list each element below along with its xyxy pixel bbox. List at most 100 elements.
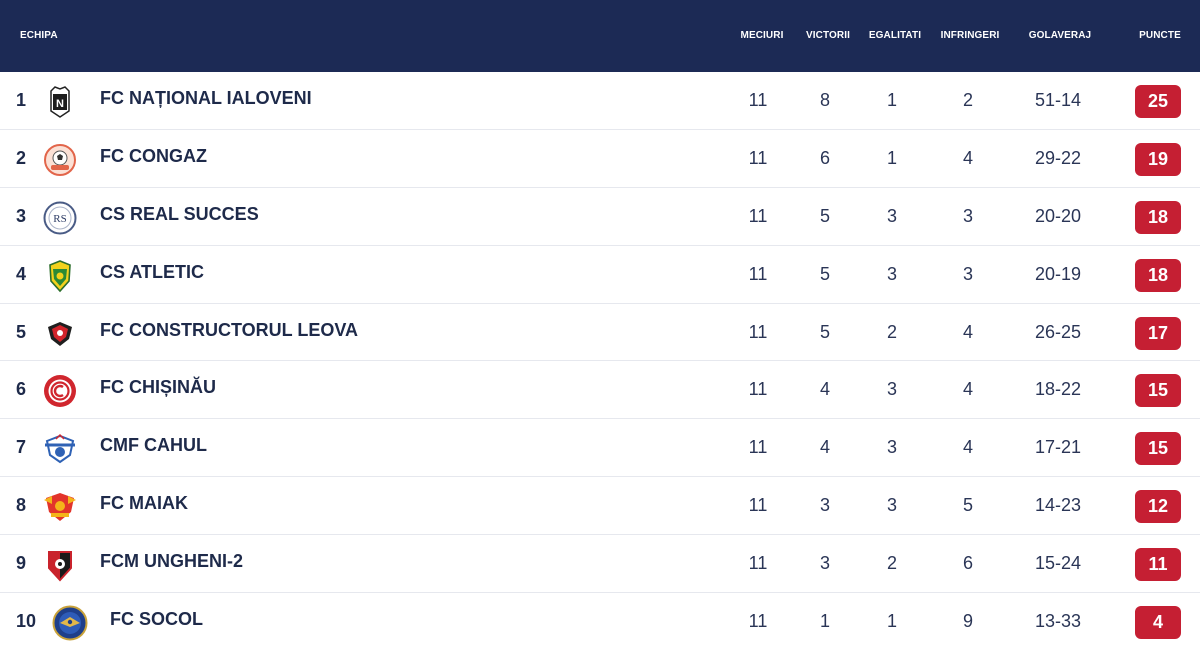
draws-value: 1 — [886, 611, 897, 632]
points-badge: 19 — [1135, 142, 1181, 176]
draws-value: 1 — [886, 90, 897, 110]
wins-value: 1 — [819, 611, 830, 632]
atletic-crest-icon[interactable] — [42, 258, 78, 294]
losses-value: 6 — [962, 553, 973, 574]
played-value: 11 — [748, 147, 768, 168]
header-wins[interactable]: VICTORII — [806, 30, 850, 41]
nationali-ialoveni-crest-icon[interactable]: N — [42, 84, 78, 120]
header-losses[interactable]: INFRINGERI — [940, 30, 1000, 41]
table-row[interactable]: 4 CS ATLETIC 11 5 3 3 20-19 18 — [0, 246, 1200, 304]
header-team[interactable]: ECHIPA — [20, 30, 58, 41]
header-goals[interactable]: GOLAVERAJ — [1028, 30, 1092, 41]
played-value: 11 — [748, 611, 768, 632]
table-row[interactable]: 2 FC CONGAZ 11 6 1 4 29-22 19 — [0, 130, 1200, 188]
losses-value: 5 — [962, 495, 973, 516]
maiak-crest-icon[interactable] — [42, 489, 78, 525]
points-badge: 18 — [1135, 258, 1181, 292]
played-value: 11 — [748, 321, 768, 342]
wins-value: 4 — [819, 379, 830, 400]
ungheni-crest-icon[interactable] — [42, 547, 78, 583]
points-badge: 12 — [1135, 490, 1181, 524]
header-points[interactable]: PUNCTE — [1139, 30, 1181, 41]
played-value: 11 — [748, 90, 768, 110]
goals-value: 51-14 — [1034, 90, 1082, 110]
team-name[interactable]: CS ATLETIC — [100, 261, 204, 282]
chisinau-crest-icon[interactable] — [42, 373, 78, 409]
socol-crest-icon[interactable] — [52, 605, 88, 641]
wins-value: 3 — [819, 495, 830, 516]
played-value: 11 — [748, 437, 768, 458]
team-name[interactable]: FC CONGAZ — [100, 145, 207, 166]
points-badge: 11 — [1135, 548, 1181, 582]
points-badge: 25 — [1135, 85, 1181, 118]
table-body: 1 N FC NAȚIONAL IALOVENI 11 8 1 2 51-14 … — [0, 72, 1200, 647]
team-name[interactable]: CS REAL SUCCES — [100, 203, 259, 224]
svg-text:N: N — [56, 98, 64, 110]
points-badge: 4 — [1135, 606, 1181, 640]
team-name[interactable]: FC SOCOL — [110, 609, 203, 630]
goals-value: 14-23 — [1034, 495, 1082, 516]
draws-value: 3 — [886, 263, 897, 284]
goals-value: 17-21 — [1034, 437, 1082, 458]
goals-value: 29-22 — [1034, 147, 1082, 168]
losses-value: 3 — [962, 205, 973, 226]
played-value: 11 — [748, 263, 768, 284]
losses-value: 4 — [962, 379, 973, 400]
team-name[interactable]: FC NAȚIONAL IALOVENI — [100, 88, 312, 108]
table-row[interactable]: 8 FC MAIAK 11 3 3 5 14-23 12 — [0, 477, 1200, 536]
team-name[interactable]: FC CONSTRUCTORUL LEOVA — [100, 319, 359, 340]
team-name[interactable]: FCM UNGHENI-2 — [100, 551, 243, 572]
team-name[interactable]: FC MAIAK — [100, 493, 188, 514]
table-header: ECHIPA MECIURI VICTORII EGALITATI INFRIN… — [0, 0, 1200, 72]
draws-value: 1 — [886, 147, 897, 168]
points-badge: 15 — [1135, 374, 1181, 408]
losses-value: 4 — [962, 437, 973, 458]
wins-value: 5 — [819, 205, 830, 226]
constructorul-crest-icon[interactable] — [42, 316, 78, 352]
played-value: 11 — [748, 205, 768, 226]
row-position: 2 — [16, 147, 27, 168]
table-row[interactable]: 9 FCM UNGHENI-2 11 3 2 6 15-24 11 — [0, 535, 1200, 594]
table-row[interactable]: 7 CMF CAHUL 11 4 3 4 17-21 15 — [0, 419, 1200, 478]
team-name[interactable]: CMF CAHUL — [100, 435, 207, 456]
wins-value: 8 — [819, 90, 830, 110]
row-position: 4 — [16, 263, 27, 284]
losses-value: 4 — [962, 321, 973, 342]
points-badge: 15 — [1135, 432, 1181, 466]
draws-value: 3 — [886, 495, 897, 516]
table-row[interactable]: 6 FC CHIȘINĂU 11 4 3 4 18-22 15 — [0, 361, 1200, 420]
header-draws[interactable]: EGALITATI — [868, 30, 922, 41]
row-position: 6 — [16, 379, 27, 400]
losses-value: 9 — [962, 611, 973, 632]
wins-value: 6 — [819, 147, 830, 168]
row-position: 5 — [16, 321, 27, 342]
cahul-crest-icon[interactable] — [42, 431, 78, 467]
row-position: 3 — [16, 205, 27, 226]
losses-value: 3 — [962, 263, 973, 284]
table-row[interactable]: 3 RS CS REAL SUCCES 11 5 3 3 20-20 18 — [0, 188, 1200, 246]
row-position: 9 — [16, 553, 27, 574]
header-played[interactable]: MECIURI — [740, 30, 784, 41]
congaz-crest-icon[interactable] — [42, 142, 78, 178]
wins-value: 3 — [819, 553, 830, 574]
points-badge: 18 — [1135, 200, 1181, 234]
goals-value: 13-33 — [1034, 611, 1082, 632]
row-position: 1 — [16, 90, 27, 110]
losses-value: 2 — [962, 90, 973, 110]
real-succes-crest-icon[interactable]: RS — [42, 200, 78, 236]
row-position: 8 — [16, 495, 27, 516]
played-value: 11 — [748, 495, 768, 516]
draws-value: 3 — [886, 205, 897, 226]
goals-value: 26-25 — [1034, 321, 1082, 342]
table-row[interactable]: 1 N FC NAȚIONAL IALOVENI 11 8 1 2 51-14 … — [0, 72, 1200, 130]
row-position: 10 — [16, 611, 37, 632]
goals-value: 18-22 — [1034, 379, 1082, 400]
table-row[interactable]: 10 FC SOCOL 11 1 1 9 13-33 4 — [0, 593, 1200, 647]
table-row[interactable]: 5 FC CONSTRUCTORUL LEOVA 11 5 2 4 26-25 … — [0, 304, 1200, 362]
wins-value: 5 — [819, 321, 830, 342]
draws-value: 3 — [886, 379, 897, 400]
wins-value: 4 — [819, 437, 830, 458]
goals-value: 20-19 — [1034, 263, 1082, 284]
goals-value: 15-24 — [1034, 553, 1082, 574]
team-name[interactable]: FC CHIȘINĂU — [100, 377, 216, 398]
